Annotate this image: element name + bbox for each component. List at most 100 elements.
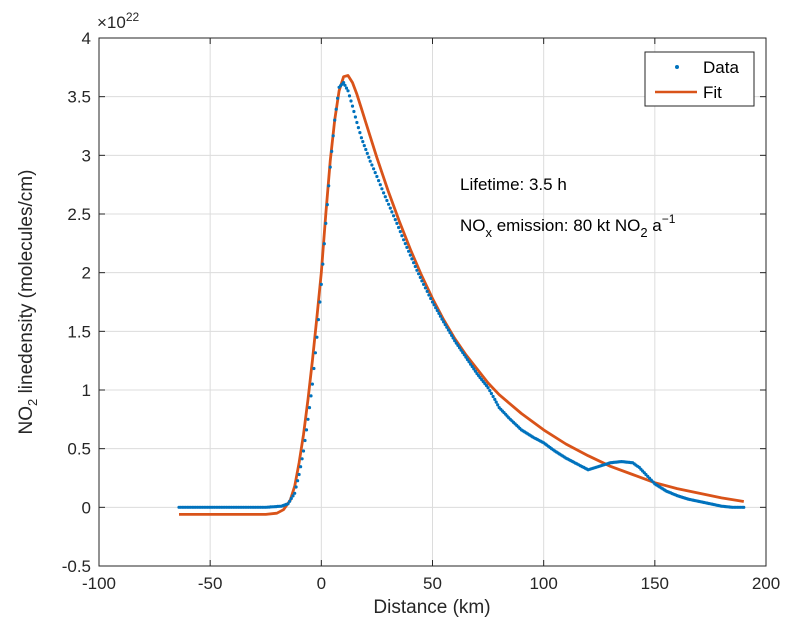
data-point xyxy=(315,335,319,339)
data-point xyxy=(313,351,317,355)
data-point xyxy=(397,225,401,230)
data-point xyxy=(358,131,362,135)
data-point xyxy=(334,107,338,111)
data-point xyxy=(297,472,301,477)
data-point xyxy=(443,323,447,327)
data-point xyxy=(325,203,329,207)
data-point xyxy=(372,167,376,171)
x-tick-label: 200 xyxy=(752,574,780,593)
emission-x-sub: x xyxy=(486,225,493,240)
legend-data-label: Data xyxy=(703,58,739,77)
data-point xyxy=(408,253,412,257)
data-point xyxy=(405,245,409,249)
data-point xyxy=(367,155,371,159)
y-tick-label: 2 xyxy=(82,264,91,283)
data-point xyxy=(425,289,429,293)
data-point xyxy=(395,221,399,225)
legend-box xyxy=(644,51,755,107)
data-point xyxy=(410,257,414,261)
data-point xyxy=(356,126,360,130)
y-axis-label-main: NO xyxy=(16,406,37,435)
data-point xyxy=(448,331,452,335)
legend-fit-label: Fit xyxy=(703,83,722,102)
data-point xyxy=(385,198,389,203)
y-tick-label: 2.5 xyxy=(67,205,91,224)
data-point xyxy=(300,457,304,461)
data-point xyxy=(438,314,442,318)
data-point xyxy=(330,149,334,153)
data-point xyxy=(403,242,407,246)
data-point xyxy=(415,268,419,272)
data-point xyxy=(375,174,379,179)
data-point xyxy=(437,311,441,315)
x-tick-label: 50 xyxy=(423,574,442,593)
data-point xyxy=(461,350,465,355)
y-tick-label: 0.5 xyxy=(67,440,91,459)
data-point xyxy=(312,366,316,371)
y-axis-label-sub: 2 xyxy=(25,399,40,406)
data-point xyxy=(393,218,397,222)
data-point xyxy=(469,362,473,366)
data-point xyxy=(407,249,411,253)
data-point xyxy=(465,357,469,362)
data-point xyxy=(349,99,353,103)
data-point xyxy=(422,282,426,286)
data-point xyxy=(328,165,332,169)
data-point xyxy=(435,308,439,313)
data-point xyxy=(390,210,394,214)
data-point xyxy=(491,394,495,399)
data-point xyxy=(420,279,424,283)
data-point xyxy=(450,333,454,337)
x-axis-label: Distance (km) xyxy=(373,597,490,618)
data-point xyxy=(350,104,355,108)
emission-2-sub: 2 xyxy=(640,225,647,240)
y-tick-label: 3 xyxy=(82,146,91,165)
data-point xyxy=(303,438,307,443)
legend-data-marker xyxy=(675,65,679,69)
data-point xyxy=(331,134,335,138)
data-point xyxy=(318,300,322,304)
data-point xyxy=(368,159,372,163)
data-point xyxy=(301,449,306,453)
data-point xyxy=(440,317,444,321)
data-point xyxy=(464,355,468,359)
data-point xyxy=(296,479,300,483)
data-point xyxy=(291,494,295,498)
data-point xyxy=(494,400,498,404)
data-point xyxy=(413,264,417,269)
data-point xyxy=(344,86,349,90)
data-point xyxy=(392,214,396,218)
data-point xyxy=(382,191,386,195)
data-point xyxy=(488,389,492,393)
data-point xyxy=(378,183,382,187)
data-point xyxy=(412,261,416,265)
data-point xyxy=(310,382,314,386)
data-point xyxy=(434,306,438,310)
data-point xyxy=(472,367,476,371)
data-point xyxy=(361,140,365,144)
tick-marks xyxy=(98,37,767,567)
emission-exp: −1 xyxy=(662,212,676,226)
data-point xyxy=(294,485,298,489)
data-point xyxy=(373,171,377,175)
y-tick-label: 0 xyxy=(82,498,91,517)
data-point xyxy=(355,120,359,125)
data-point xyxy=(322,242,326,246)
x-tick-label: 100 xyxy=(529,574,557,593)
data-point xyxy=(427,293,431,297)
data-point xyxy=(473,369,477,373)
y-axis-label-rest: linedensity (molecules/cm) xyxy=(16,170,37,399)
data-point xyxy=(362,144,366,148)
x-tick-label: -50 xyxy=(198,574,223,593)
data-point xyxy=(417,272,421,276)
data-point xyxy=(309,394,313,398)
data-point xyxy=(430,300,435,304)
data-point xyxy=(454,341,458,345)
emission-a: a xyxy=(648,216,663,235)
data-point xyxy=(359,136,363,140)
data-point xyxy=(456,343,460,347)
fit-line xyxy=(179,74,745,516)
data-point xyxy=(467,360,471,364)
data-point xyxy=(423,286,427,290)
